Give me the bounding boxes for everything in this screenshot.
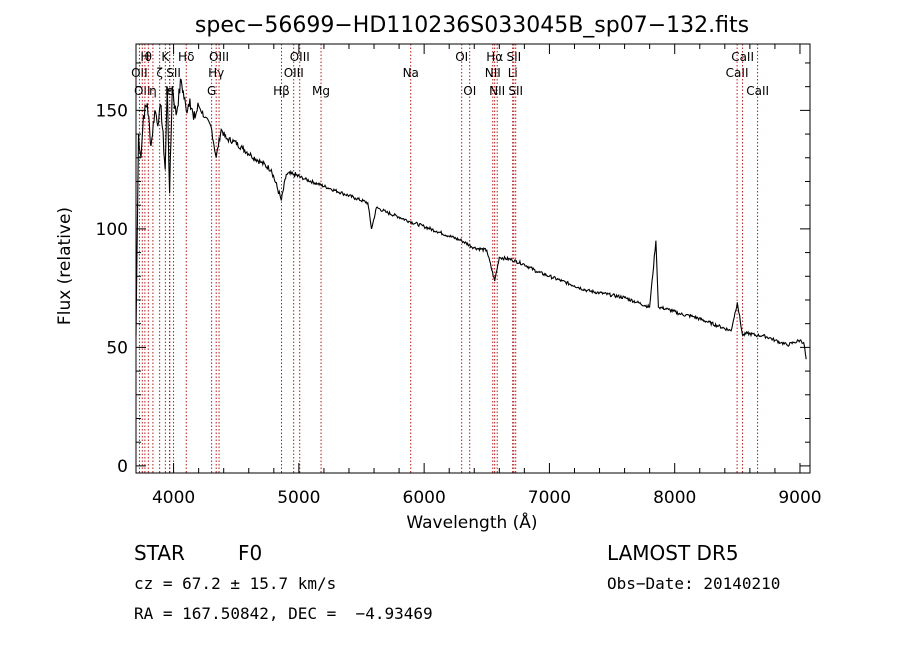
spectral-line-markers: OIIOIIHθηζKHεSIIHδGHγOIIIHβOIIIOIIIMgNaO… (131, 44, 769, 473)
marker-label-25: SII (506, 50, 521, 64)
marker-label-8: ε (167, 84, 174, 98)
survey-label: LAMOST DR5 (607, 541, 739, 565)
marker-label-26: SII (508, 84, 523, 98)
marker-label-17: Mg (312, 84, 330, 98)
marker-label-4: η (149, 84, 157, 98)
marker-label-9: SII (166, 66, 181, 80)
y-tick-label-0: 0 (117, 457, 128, 477)
marker-label-6: K (161, 50, 170, 64)
object-class-label: STAR (134, 541, 185, 565)
y-tick-label-1: 50 (106, 338, 128, 358)
marker-label-0: OII (131, 66, 148, 80)
marker-label-22: Hα (486, 50, 503, 64)
marker-label-19: OI (455, 50, 468, 64)
marker-label-5: ζ (156, 66, 163, 80)
x-tick-label-1: 5000 (277, 488, 320, 508)
axis-ticks: 4000 5000 6000 7000 8000 9000 0 50 100 150 (96, 44, 822, 508)
y-tick-label-2: 100 (96, 220, 128, 240)
x-tick-label-3: 7000 (528, 488, 571, 508)
marker-label-29: CaII (746, 84, 769, 98)
chart-title: spec−56699−HD110236S033045B_sp07−132.fit… (195, 13, 749, 38)
marker-label-2: H (140, 50, 149, 64)
x-tick-label-4: 8000 (653, 488, 696, 508)
marker-label-10: Hδ (178, 50, 194, 64)
marker-label-24: Li (508, 66, 518, 80)
marker-label-3: θ (145, 50, 152, 64)
marker-label-13: OIII (209, 50, 229, 64)
plot-frame (135, 43, 811, 474)
marker-label-14: Hβ (273, 84, 290, 98)
marker-label-27: CaII (726, 66, 749, 80)
x-axis-label: Wavelength (Å) (406, 511, 537, 533)
y-axis-label: Flux (relative) (55, 207, 75, 325)
marker-label-23: NII (489, 84, 505, 98)
x-tick-label-0: 4000 (152, 488, 195, 508)
marker-label-16: OIII (290, 50, 310, 64)
object-subclass-label: F0 (238, 541, 263, 565)
marker-label-20: OI (463, 84, 476, 98)
marker-label-1: OII (134, 84, 151, 98)
obs-date-readout: Obs−Date: 20140210 (607, 574, 781, 593)
marker-label-11: G (207, 84, 216, 98)
coordinates-readout: RA = 167.50842, DEC = −4.93469 (134, 604, 433, 623)
x-tick-label-5: 9000 (778, 488, 821, 508)
y-tick-label-3: 150 (96, 101, 128, 121)
marker-label-18: Na (403, 66, 419, 80)
marker-label-21: NII (485, 66, 501, 80)
marker-label-28: CaII (731, 50, 754, 64)
marker-label-15: OIII (284, 66, 304, 80)
redshift-readout: cz = 67.2 ± 15.7 km/s (134, 574, 337, 593)
marker-label-12: Hγ (208, 66, 224, 80)
spectrum-series-line (135, 78, 807, 360)
x-tick-label-2: 6000 (403, 488, 446, 508)
